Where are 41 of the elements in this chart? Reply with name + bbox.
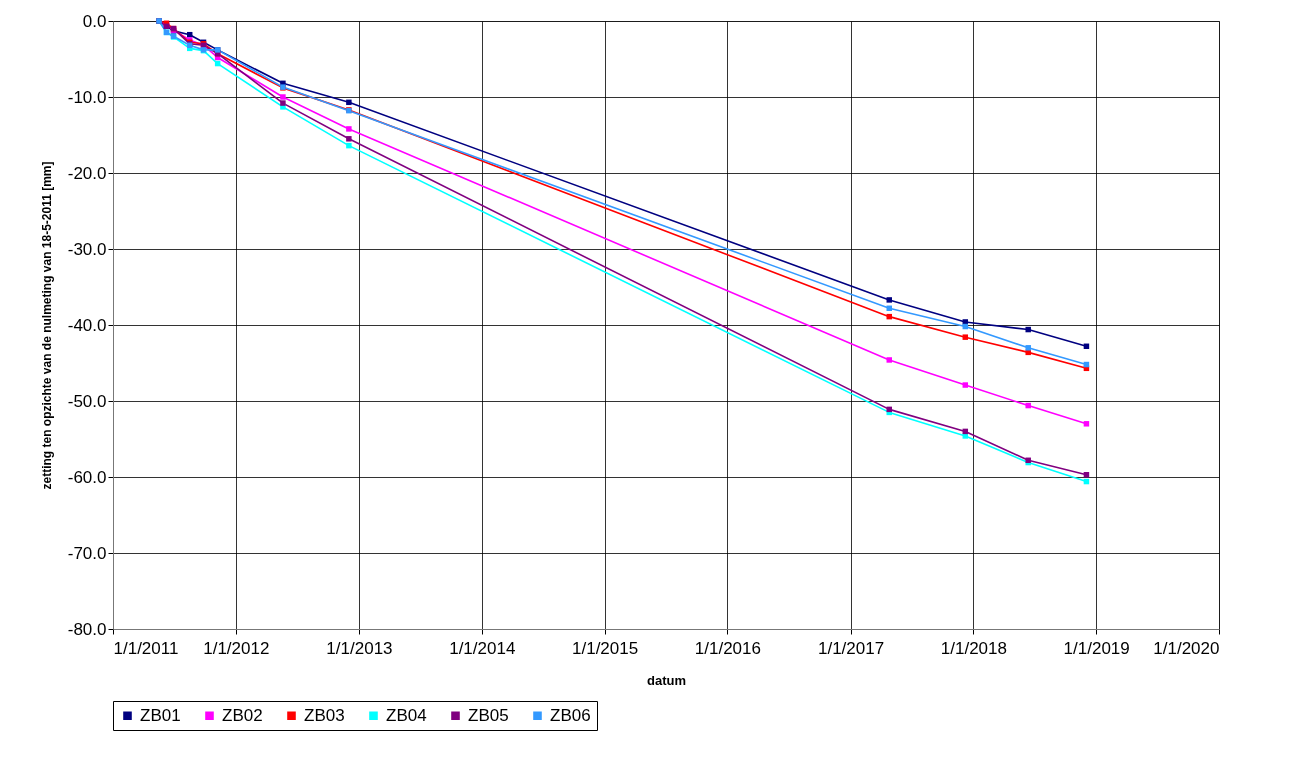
x-tick-label: 1/1/2011 (113, 638, 179, 658)
x-tick-label: 1/1/2018 (940, 638, 1007, 658)
x-tick-label: 1/1/2019 (1063, 638, 1130, 658)
x-tick-label: 1/1/2014 (449, 638, 516, 658)
y-tick-label: -30.0 (67, 239, 107, 259)
legend-label: ZB04 (386, 705, 427, 725)
y-tick-label: -50.0 (67, 391, 107, 411)
point (962, 382, 969, 388)
y-tick-label: -10.0 (67, 87, 107, 107)
y-tick-label: -80.0 (67, 619, 107, 639)
legend-label: ZB01 (140, 705, 181, 725)
x-tick-label: 1/1/2013 (326, 638, 393, 658)
y-axis-title: zetting ten opzichte van de nulmeting van 18-5-2011 [mm] (39, 161, 54, 490)
legend-label: ZB02 (222, 705, 263, 725)
y-tick-label: -60.0 (67, 467, 107, 487)
y-tick-label: -70.0 (67, 543, 107, 563)
point (346, 142, 352, 149)
x-tick-label: 1/1/2017 (817, 638, 885, 658)
point (886, 297, 892, 303)
point (1025, 326, 1031, 333)
legend-label: ZB03 (304, 705, 345, 725)
point (1083, 421, 1090, 427)
y-tick-label: 0.0 (82, 11, 107, 31)
point (346, 126, 352, 132)
x-tick-label: 1/1/2016 (694, 638, 761, 658)
x-tick-label: 1/1/2012 (203, 638, 270, 658)
point (962, 334, 969, 340)
point (1025, 402, 1031, 409)
y-tick-label: -40.0 (67, 315, 107, 335)
point (1025, 345, 1031, 351)
legend-label: ZB06 (550, 705, 591, 725)
point (346, 136, 352, 142)
point (346, 99, 352, 106)
x-axis-title: datum (647, 672, 686, 688)
point (886, 357, 892, 363)
x-tick-label: 1/1/2020 (1153, 638, 1220, 658)
point (280, 94, 286, 100)
legend-label: ZB05 (468, 705, 509, 725)
y-tick-label: -20.0 (67, 163, 107, 183)
point (280, 100, 286, 106)
x-tick-label: 1/1/2015 (572, 638, 639, 658)
